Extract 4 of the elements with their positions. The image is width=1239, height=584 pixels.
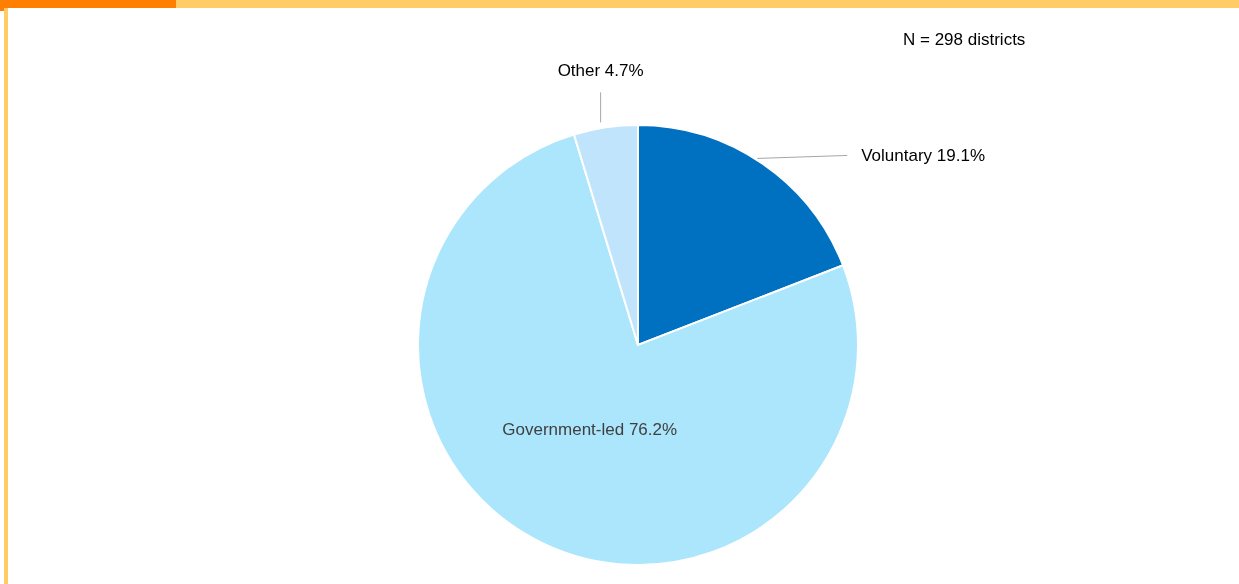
text: N = 298 districts	[903, 30, 1026, 50]
slice-label: Government-led 76.2%	[502, 419, 678, 439]
slice-label: Voluntary 19.1%	[861, 145, 986, 165]
slice-label: Other 4.7%	[557, 61, 644, 81]
